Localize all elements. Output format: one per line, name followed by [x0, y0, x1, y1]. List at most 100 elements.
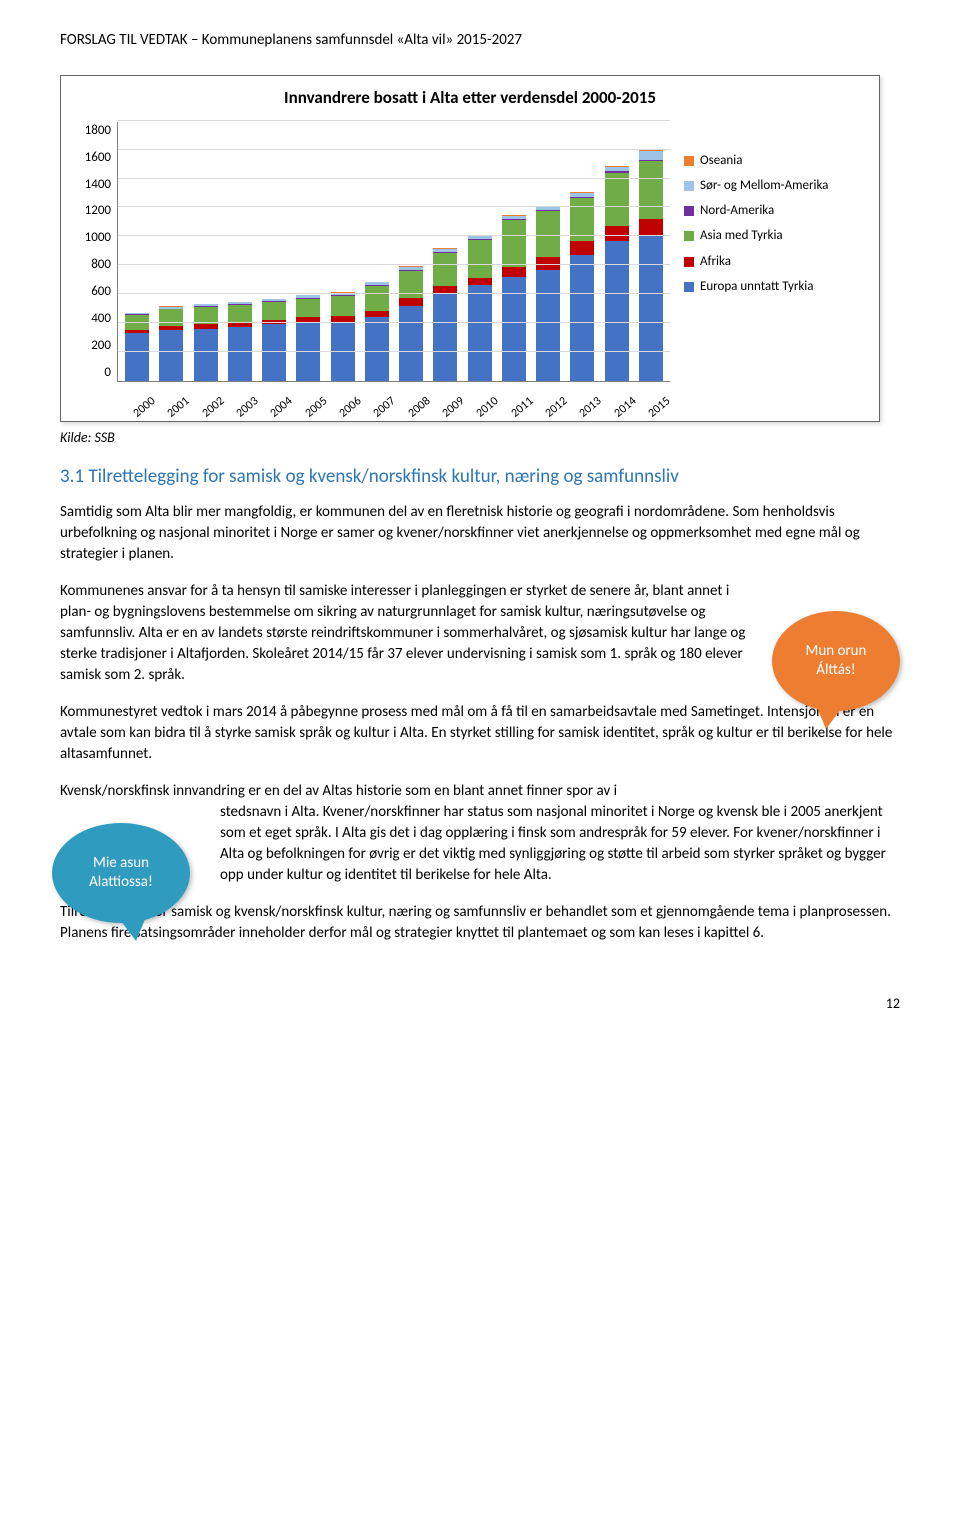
chart-legend: Oseania Sør- og Mellom-Amerika Nord-Amerik… — [670, 122, 865, 413]
legend-item-nord_amerika: Nord-Amerika — [684, 202, 865, 220]
bubble-orange-line2: Álttás! — [816, 661, 855, 680]
chart-source: Kilde: SSB — [60, 428, 900, 448]
bar-segment-europa — [228, 327, 252, 380]
page-number: 12 — [60, 994, 900, 1014]
bar-segment-afrika — [502, 267, 526, 277]
bar-segment-asia — [399, 271, 423, 298]
bar-segment-europa — [262, 324, 286, 380]
bar-segment-asia — [262, 302, 286, 319]
bar-segment-europa — [194, 329, 218, 381]
bar-segment-europa — [365, 317, 389, 381]
chart-container: Innvandrere bosatt i Alta etter verdensd… — [60, 75, 880, 422]
bubble-blue-line2: Alattiossa! — [89, 873, 153, 892]
bar-segment-asia — [228, 305, 252, 322]
bar-column — [159, 306, 183, 380]
paragraph-3: Kommunestyret vedtok i mars 2014 å påbeg… — [60, 702, 900, 765]
x-tick-label: 2004 — [261, 386, 297, 422]
bar-column — [468, 235, 492, 381]
bar-column — [194, 304, 218, 381]
bar-segment-afrika — [605, 226, 629, 240]
bar-segment-europa — [433, 294, 457, 381]
legend-swatch — [684, 282, 694, 292]
chart-bars — [118, 122, 670, 381]
bar-column — [502, 215, 526, 381]
paragraph-4-intro: Kvensk/norskfinsk innvandring er en del … — [60, 781, 900, 802]
speech-bubble-orange: Mun orun Álttás! — [772, 611, 900, 711]
y-tick-label: 600 — [91, 283, 111, 301]
bar-segment-asia — [605, 173, 629, 226]
legend-item-europa: Europa unntatt Tyrkia — [684, 278, 865, 296]
y-tick-label: 800 — [91, 256, 111, 274]
legend-label: Europa unntatt Tyrkia — [700, 278, 814, 296]
x-tick-label: 2001 — [158, 386, 194, 422]
y-tick-label: 1200 — [85, 202, 111, 220]
bubble-orange-line1: Mun orun — [806, 642, 867, 661]
bar-segment-europa — [125, 333, 149, 381]
legend-swatch — [684, 181, 694, 191]
bar-segment-afrika — [639, 219, 663, 235]
bar-column — [365, 282, 389, 381]
bar-column — [228, 302, 252, 381]
bar-segment-europa — [605, 241, 629, 381]
speech-bubble-blue: Mie asun Alattiossa! — [52, 823, 190, 923]
x-tick-label: 2006 — [330, 386, 366, 422]
bar-segment-europa — [639, 235, 663, 381]
bar-segment-europa — [570, 255, 594, 381]
x-tick-label: 2015 — [638, 386, 674, 422]
bar-segment-europa — [536, 270, 560, 381]
y-tick-label: 1800 — [85, 122, 111, 140]
paragraph-4-wrap: Kvensk/norskfinsk innvandring er en del … — [60, 781, 900, 886]
y-tick-label: 1400 — [85, 176, 111, 194]
bar-column — [296, 295, 320, 381]
bar-segment-asia — [365, 286, 389, 311]
y-tick-label: 1000 — [85, 229, 111, 247]
y-tick-label: 1600 — [85, 149, 111, 167]
chart-plot — [117, 122, 670, 382]
bar-segment-asia — [502, 220, 526, 266]
legend-label: Nord-Amerika — [700, 202, 774, 220]
bar-segment-asia — [159, 309, 183, 326]
x-tick-label: 2009 — [433, 386, 469, 422]
x-tick-label: 2008 — [398, 386, 434, 422]
paragraph-2: Kommunenes ansvar for å ta hensyn til sa… — [60, 581, 750, 686]
bar-column — [570, 192, 594, 380]
legend-label: Asia med Tyrkia — [700, 227, 783, 245]
paragraph-5: Tilrettelegging for samisk og kvensk/nor… — [60, 902, 900, 944]
bar-segment-asia — [468, 240, 492, 278]
chart-x-axis: 2000200120022003200420052006200720082009… — [117, 382, 670, 413]
x-tick-label: 2007 — [364, 386, 400, 422]
legend-swatch — [684, 156, 694, 166]
legend-swatch — [684, 257, 694, 267]
legend-label: Oseania — [700, 152, 742, 170]
legend-item-sor_mellom_amerika: Sør- og Mellom-Amerika — [684, 177, 865, 195]
x-tick-label: 2012 — [536, 386, 572, 422]
bar-segment-asia — [433, 253, 457, 286]
chart-y-axis: 1800 1600 1400 1200 1000 800 600 400 200 0 — [75, 122, 117, 382]
bar-segment-europa — [399, 306, 423, 381]
paragraph-1: Samtidig som Alta blir mer mangfoldig, e… — [60, 502, 900, 565]
x-tick-label: 2002 — [192, 386, 228, 422]
bar-segment-afrika — [570, 241, 594, 255]
bar-column — [433, 248, 457, 381]
x-tick-label: 2013 — [570, 386, 606, 422]
y-tick-label: 0 — [104, 364, 111, 382]
bar-segment-asia — [639, 161, 663, 219]
bar-segment-afrika — [468, 278, 492, 286]
bar-column — [262, 299, 286, 381]
x-tick-label: 2005 — [295, 386, 331, 422]
bar-segment-asia — [296, 299, 320, 318]
legend-item-afrika: Afrika — [684, 253, 865, 271]
x-tick-label: 2014 — [604, 386, 640, 422]
y-tick-label: 400 — [91, 310, 111, 328]
bar-segment-europa — [159, 330, 183, 381]
bar-segment-asia — [536, 211, 560, 257]
legend-swatch — [684, 231, 694, 241]
y-tick-label: 200 — [91, 337, 111, 355]
bar-column — [639, 150, 663, 381]
bar-column — [331, 292, 355, 381]
legend-label: Sør- og Mellom-Amerika — [700, 177, 828, 195]
x-tick-label: 2003 — [227, 386, 263, 422]
bar-segment-afrika — [399, 298, 423, 305]
x-tick-label: 2010 — [467, 386, 503, 422]
bar-column — [399, 266, 423, 381]
